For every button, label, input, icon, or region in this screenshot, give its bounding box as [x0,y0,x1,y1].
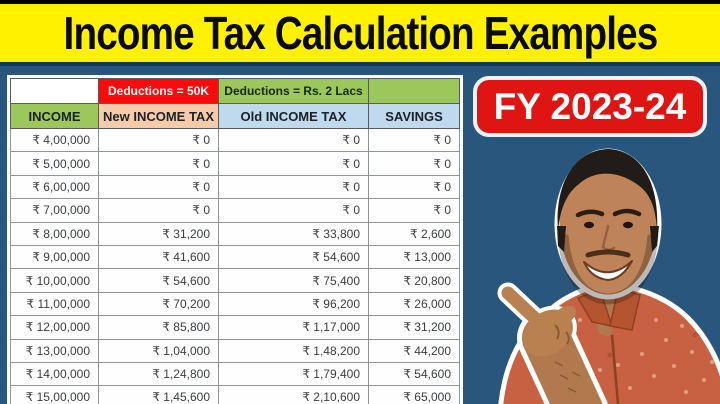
table-row: ₹ 11,00,000 ₹ 70,200 ₹ 96,200 ₹ 26,000 [10,291,460,317]
person-nose [601,224,616,251]
table-cell: ₹ 2,600 [368,221,460,246]
table-body: ₹ 4,00,000 ₹ 0 ₹ 0 ₹ 0 ₹ 5,00,000 ₹ 0 ₹ 0 ₹ 0 ₹ … [10,127,460,404]
table-cell: ₹ 54,600 [368,361,460,387]
income-column-header: INCOME [10,103,99,129]
table-cell: ₹ 13,000 [368,244,460,270]
table-row: ₹ 12,00,000 ₹ 85,800 ₹ 1,17,000 ₹ 31,200 [10,315,460,340]
table-cell: ₹ 0 [218,174,369,200]
person-stubble [557,234,659,305]
person-sideburn-left [557,226,566,252]
person-knuckles [554,324,570,345]
table-row: ₹ 4,00,000 ₹ 0 ₹ 0 ₹ 0 [10,127,460,153]
presenter-cutout [497,148,720,404]
old-income-tax-column-header: Old INCOME TAX [218,103,369,129]
table-row: ₹ 8,00,000 ₹ 31,200 ₹ 33,800 ₹ 2,600 [10,221,460,246]
table-cell: ₹ 1,45,600 [98,385,219,404]
table-cell: ₹ 75,400 [218,268,369,293]
table-cell: ₹ 70,200 [98,291,219,317]
person-arm-hair [554,361,581,393]
table-row: ₹ 7,00,000 ₹ 0 ₹ 0 ₹ 0 [10,198,460,223]
table-cell: ₹ 0 [368,151,460,176]
person-hair [557,149,658,232]
table-row: ₹ 15,00,000 ₹ 1,45,600 ₹ 2,10,600 ₹ 65,000 [10,385,460,404]
tax-table: Deductions = 50K Deductions = Rs. 2 Lacs… [7,75,463,404]
person-mustache [585,249,631,258]
table-cell: ₹ 10,00,000 [10,268,99,293]
table-row: ₹ 9,00,000 ₹ 41,600 ₹ 54,600 ₹ 13,000 [10,244,460,270]
person-thumb [553,305,577,325]
person-eye-left [584,221,594,229]
table-cell: ₹ 0 [98,174,219,200]
table-cell: ₹ 0 [98,151,219,176]
table-cell: ₹ 26,000 [368,291,460,317]
table-cell: ₹ 0 [98,198,219,223]
person-eyebrow-right [612,208,642,217]
savings-column-header: SAVINGS [368,103,460,129]
table-cell: ₹ 15,00,000 [10,385,99,404]
income-spacer-cell [10,78,99,104]
table-cell: ₹ 12,00,000 [10,315,99,340]
table-cell: ₹ 1,48,200 [218,338,369,363]
old-regime-deductions-header: Deductions = Rs. 2 Lacs [218,78,369,104]
new-regime-deductions-header: Deductions = 50K [98,78,219,104]
fiscal-year-badge: FY 2023-24 [473,76,707,137]
table-cell: ₹ 31,200 [98,221,219,246]
table-cell: ₹ 0 [218,198,369,223]
person-index-finger [501,286,549,332]
title-banner: Income Tax Calculation Examples [0,4,720,66]
table-cell: ₹ 1,17,000 [218,315,369,340]
table-cell: ₹ 2,10,600 [218,385,369,404]
table-cell: ₹ 8,00,000 [10,221,99,246]
savings-spacer-cell [368,78,460,104]
table-cell: ₹ 4,00,000 [10,127,99,153]
person-smile [583,260,633,281]
column-header-row: INCOME New INCOME TAX Old INCOME TAX SAV… [10,103,460,129]
table-row: ₹ 10,00,000 ₹ 54,600 ₹ 75,400 ₹ 20,800 [10,268,460,293]
table-cell: ₹ 11,00,000 [10,291,99,317]
new-income-tax-column-header: New INCOME TAX [98,103,219,129]
table-cell: ₹ 1,24,800 [98,361,219,387]
table-row: ₹ 6,00,000 ₹ 0 ₹ 0 ₹ 0 [10,174,460,200]
table-cell: ₹ 20,800 [368,268,460,293]
table-cell: ₹ 7,00,000 [10,198,99,223]
table-cell: ₹ 44,200 [368,338,460,363]
table-cell: ₹ 1,79,400 [218,361,369,387]
table-row: ₹ 14,00,000 ₹ 1,24,800 ₹ 1,79,400 ₹ 54,600 [10,361,460,387]
table-cell: ₹ 41,600 [98,244,219,270]
table-cell: ₹ 5,00,000 [10,151,99,176]
table-cell: ₹ 85,800 [98,315,219,340]
table-cell: ₹ 9,00,000 [10,244,99,270]
top-border [0,0,720,4]
table-cell: ₹ 0 [368,174,460,200]
deductions-header-row: Deductions = 50K Deductions = Rs. 2 Lacs [10,78,460,104]
person-eyebrow-left [575,209,605,218]
table-cell: ₹ 54,600 [98,268,219,293]
fiscal-year-label: FY 2023-24 [493,85,687,127]
table-cell: ₹ 0 [368,198,460,223]
table-cell: ₹ 0 [218,151,369,176]
table-cell: ₹ 13,00,000 [10,338,99,363]
page-title: Income Tax Calculation Examples [63,7,658,59]
table-cell: ₹ 0 [368,127,460,153]
table-cell: ₹ 6,00,000 [10,174,99,200]
table-cell: ₹ 0 [218,127,369,153]
person-eye-right [623,221,633,229]
person-shirt-placket [610,334,620,404]
table-cell: ₹ 0 [98,127,219,153]
person-sideburn-right [650,226,659,252]
table-row: ₹ 13,00,000 ₹ 1,04,000 ₹ 1,48,200 ₹ 44,200 [10,338,460,363]
table-cell: ₹ 65,000 [368,385,460,404]
table-cell: ₹ 96,200 [218,291,369,317]
table-cell: ₹ 1,04,000 [98,338,219,363]
table-cell: ₹ 33,800 [218,221,369,246]
table-cell: ₹ 14,00,000 [10,361,99,387]
table-row: ₹ 5,00,000 ₹ 0 ₹ 0 ₹ 0 [10,151,460,176]
table-cell: ₹ 31,200 [368,315,460,340]
person-pointing-hand [497,282,608,404]
table-cell: ₹ 54,600 [218,244,369,270]
